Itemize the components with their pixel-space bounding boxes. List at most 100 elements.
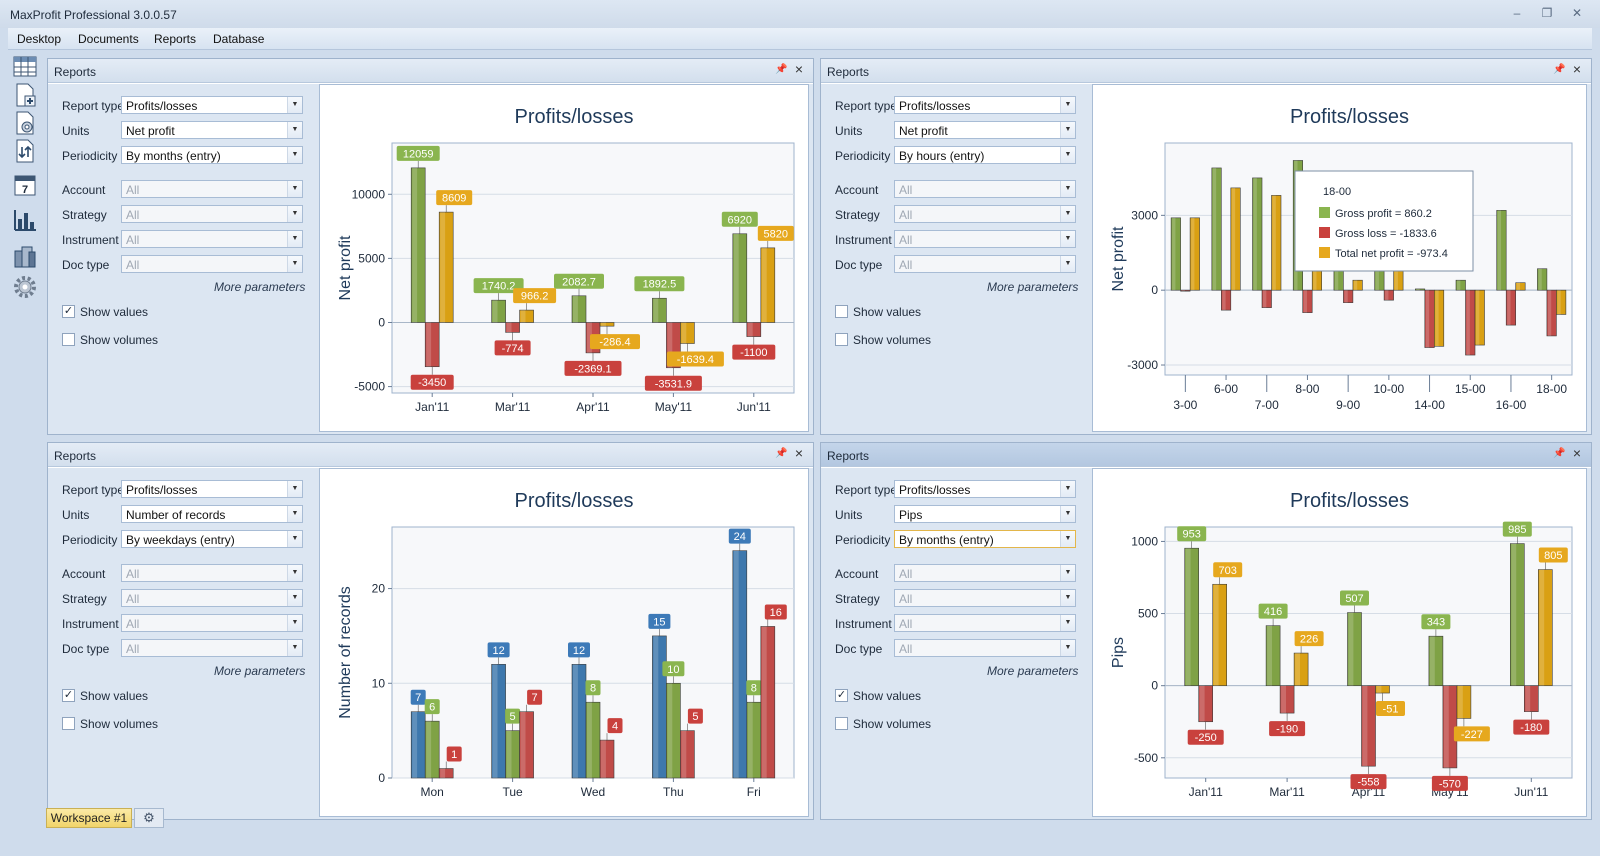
units-combo[interactable]: Number of records ▼	[121, 505, 303, 523]
chevron-down-icon[interactable]: ▼	[1060, 531, 1075, 547]
show-values-checkbox[interactable]: ✓	[62, 689, 75, 702]
gear-icon[interactable]	[12, 274, 38, 300]
account-combo[interactable]: All ▼	[894, 564, 1076, 582]
chevron-down-icon[interactable]: ▼	[287, 147, 302, 163]
chevron-down-icon[interactable]: ▼	[287, 231, 302, 247]
doc-type-combo[interactable]: All ▼	[894, 255, 1076, 273]
chevron-down-icon[interactable]: ▼	[287, 640, 302, 656]
add-document-icon[interactable]	[12, 82, 38, 108]
x-tick-label: Jun'11	[737, 400, 771, 414]
chevron-down-icon[interactable]: ▼	[1060, 97, 1075, 113]
chevron-down-icon[interactable]: ▼	[1060, 506, 1075, 522]
chevron-down-icon[interactable]: ▼	[1060, 147, 1075, 163]
database-icon[interactable]	[12, 244, 38, 270]
account-combo[interactable]: All ▼	[121, 180, 303, 198]
pin-icon[interactable]: 📌	[775, 64, 788, 75]
pin-icon[interactable]: 📌	[1553, 64, 1566, 75]
units-combo[interactable]: Pips ▼	[894, 505, 1076, 523]
close-window-button[interactable]: ✕	[1571, 6, 1583, 20]
chevron-down-icon[interactable]: ▼	[1060, 565, 1075, 581]
instrument-combo[interactable]: All ▼	[121, 614, 303, 632]
instrument-combo[interactable]: All ▼	[894, 230, 1076, 248]
chevron-down-icon[interactable]: ▼	[287, 97, 302, 113]
show-values-checkbox[interactable]: ✓	[62, 305, 75, 318]
strategy-combo[interactable]: All ▼	[894, 589, 1076, 607]
workspace-tab[interactable]: Workspace #1	[46, 808, 132, 828]
pin-icon[interactable]: 📌	[1553, 448, 1566, 459]
chevron-down-icon[interactable]: ▼	[1060, 590, 1075, 606]
more-parameters-link[interactable]: More parameters	[214, 280, 306, 294]
close-icon[interactable]: ×	[1572, 61, 1582, 77]
chevron-down-icon[interactable]: ▼	[1060, 615, 1075, 631]
report-type-combo[interactable]: Profits/losses ▼	[894, 480, 1076, 498]
pin-icon[interactable]: 📌	[775, 448, 788, 459]
workspace-settings-gear-icon[interactable]: ⚙	[134, 808, 164, 828]
report-type-combo[interactable]: Profits/losses ▼	[121, 480, 303, 498]
chevron-down-icon[interactable]: ▼	[1060, 181, 1075, 197]
strategy-combo[interactable]: All ▼	[121, 205, 303, 223]
calendar-icon[interactable]: 7	[12, 172, 38, 198]
chevron-down-icon[interactable]: ▼	[1060, 231, 1075, 247]
bar	[1428, 635, 1444, 686]
chevron-down-icon[interactable]: ▼	[287, 181, 302, 197]
report-type-combo[interactable]: Profits/losses ▼	[121, 96, 303, 114]
restore-button[interactable]: ❐	[1541, 6, 1553, 20]
show-volumes-checkbox[interactable]	[835, 717, 848, 730]
chevron-down-icon[interactable]: ▼	[287, 256, 302, 272]
close-icon[interactable]: ×	[794, 445, 804, 461]
chevron-down-icon[interactable]: ▼	[287, 506, 302, 522]
show-volumes-checkbox[interactable]	[62, 333, 75, 346]
bar-chart-icon[interactable]	[12, 207, 38, 233]
document-settings-icon[interactable]	[12, 110, 38, 136]
chevron-down-icon[interactable]: ▼	[1060, 122, 1075, 138]
bar-highlight	[653, 635, 659, 778]
import-export-icon[interactable]	[12, 138, 38, 164]
menu-database[interactable]: Database	[213, 32, 265, 46]
doc-type-combo[interactable]: All ▼	[894, 639, 1076, 657]
chevron-down-icon[interactable]: ▼	[287, 531, 302, 547]
panel-title: Reports	[827, 65, 870, 79]
report-type-combo[interactable]: Profits/losses ▼	[894, 96, 1076, 114]
instrument-combo[interactable]: All ▼	[121, 230, 303, 248]
show-volumes-checkbox[interactable]	[835, 333, 848, 346]
table-icon[interactable]	[12, 54, 38, 80]
strategy-combo[interactable]: All ▼	[894, 205, 1076, 223]
menu-documents[interactable]: Documents	[78, 32, 139, 46]
show-values-checkbox[interactable]	[835, 305, 848, 318]
doc-type-combo[interactable]: All ▼	[121, 255, 303, 273]
more-parameters-link[interactable]: More parameters	[214, 664, 306, 678]
more-parameters-link[interactable]: More parameters	[987, 664, 1079, 678]
instrument-combo[interactable]: All ▼	[894, 614, 1076, 632]
menu-desktop[interactable]: Desktop	[17, 32, 62, 46]
chevron-down-icon[interactable]: ▼	[287, 565, 302, 581]
chevron-down-icon[interactable]: ▼	[287, 481, 302, 497]
minimize-button[interactable]: –	[1513, 6, 1521, 20]
menu-bar: Desktop Documents Reports Database	[8, 28, 1592, 50]
periodicity-combo[interactable]: By months (entry) ▼	[121, 146, 303, 164]
units-combo[interactable]: Net profit ▼	[121, 121, 303, 139]
chevron-down-icon[interactable]: ▼	[287, 615, 302, 631]
periodicity-combo[interactable]: By hours (entry) ▼	[894, 146, 1076, 164]
show-values-checkbox[interactable]: ✓	[835, 689, 848, 702]
doc-type-combo[interactable]: All ▼	[121, 639, 303, 657]
chevron-down-icon[interactable]: ▼	[287, 590, 302, 606]
chevron-down-icon[interactable]: ▼	[287, 122, 302, 138]
account-combo[interactable]: All ▼	[121, 564, 303, 582]
chevron-down-icon[interactable]: ▼	[1060, 256, 1075, 272]
menu-reports[interactable]: Reports	[154, 32, 197, 46]
chevron-down-icon[interactable]: ▼	[1060, 481, 1075, 497]
show-volumes-checkbox[interactable]	[62, 717, 75, 730]
bar-highlight	[506, 730, 512, 778]
units-combo[interactable]: Net profit ▼	[894, 121, 1076, 139]
account-combo[interactable]: All ▼	[894, 180, 1076, 198]
periodicity-combo[interactable]: By weekdays (entry) ▼	[121, 530, 303, 548]
chevron-down-icon[interactable]: ▼	[287, 206, 302, 222]
more-parameters-link[interactable]: More parameters	[987, 280, 1079, 294]
close-icon[interactable]: ×	[1572, 445, 1582, 461]
chevron-down-icon[interactable]: ▼	[1060, 206, 1075, 222]
strategy-combo[interactable]: All ▼	[121, 589, 303, 607]
bar-highlight	[1185, 548, 1191, 686]
chevron-down-icon[interactable]: ▼	[1060, 640, 1075, 656]
close-icon[interactable]: ×	[794, 61, 804, 77]
periodicity-combo[interactable]: By months (entry) ▼	[894, 530, 1076, 548]
